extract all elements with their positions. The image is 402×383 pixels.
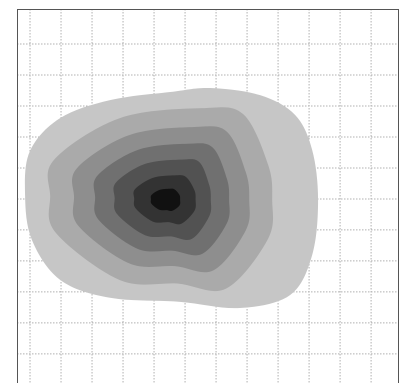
plot-frame (17, 9, 399, 383)
contour-area (24, 87, 319, 309)
contour-level (150, 188, 181, 211)
